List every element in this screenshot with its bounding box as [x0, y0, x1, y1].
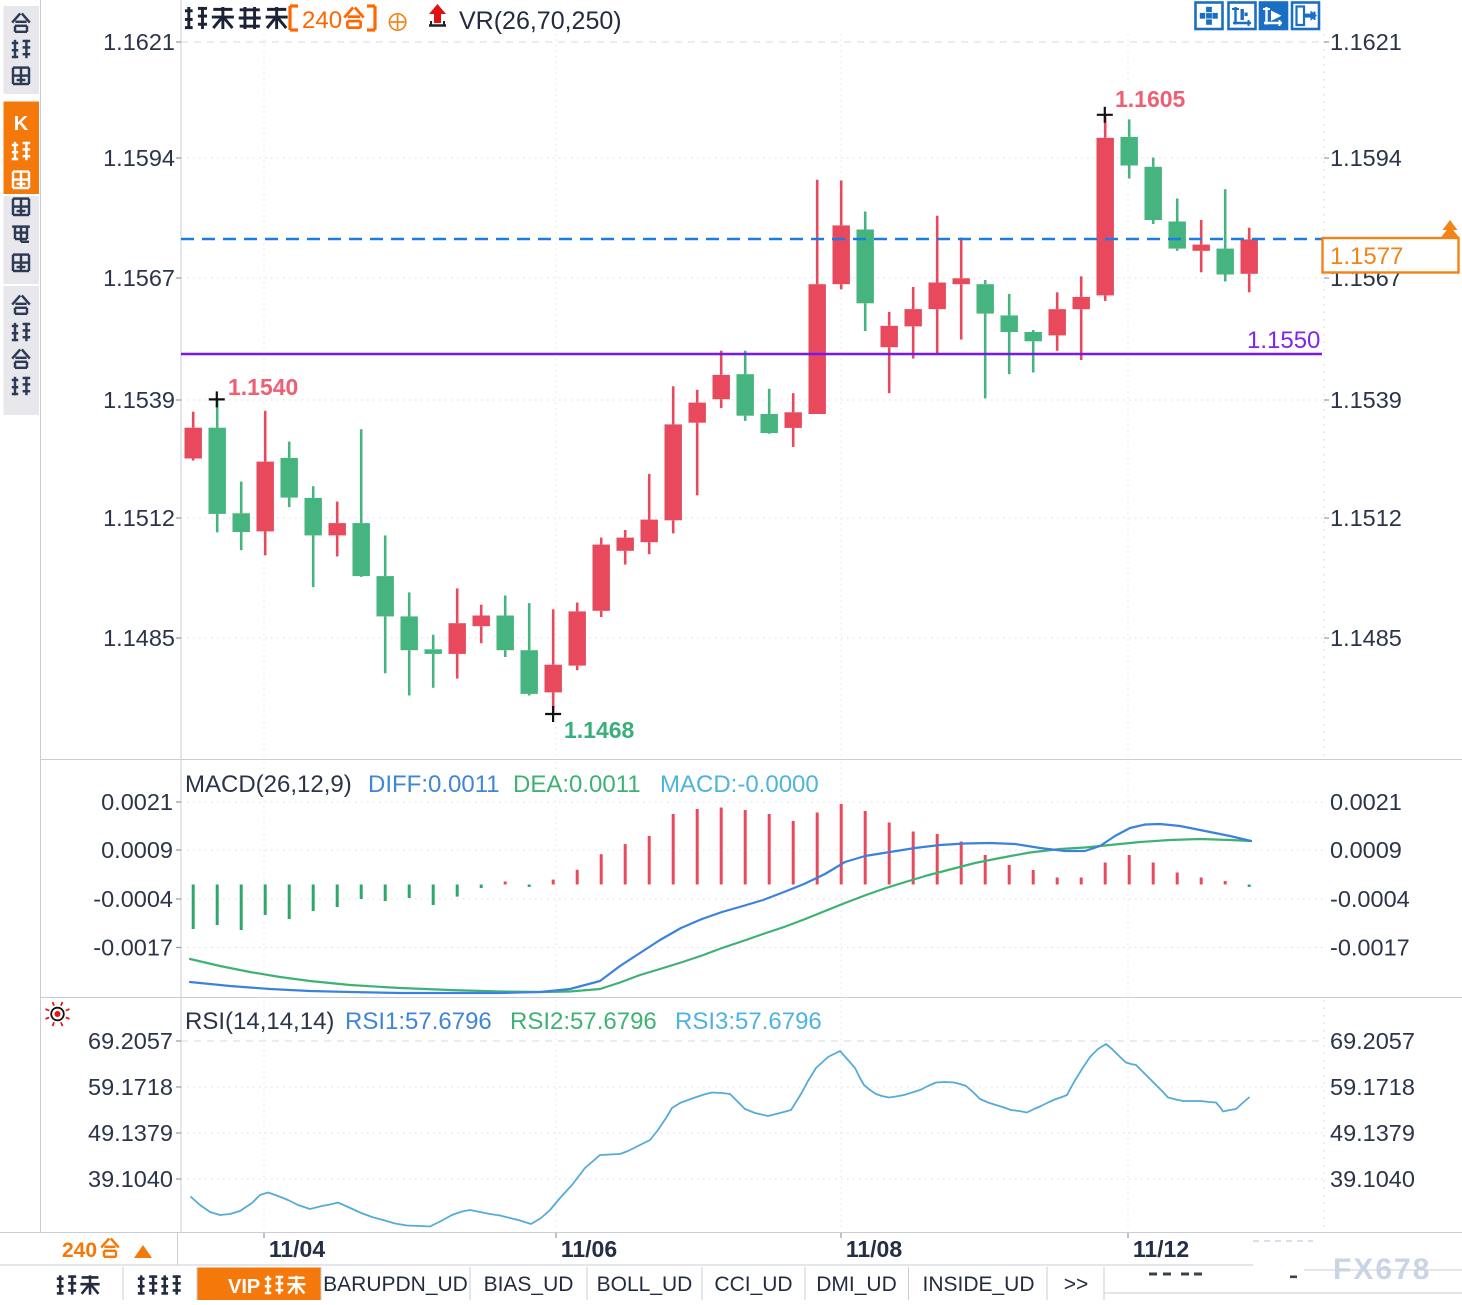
svg-text:>>: >>: [1064, 1273, 1089, 1296]
svg-text:1.1621: 1.1621: [1330, 29, 1402, 55]
svg-text:DMI_UD: DMI_UD: [816, 1273, 897, 1296]
svg-text:11/12: 11/12: [1133, 1236, 1189, 1262]
svg-text:-0.0004: -0.0004: [93, 886, 173, 912]
svg-text:39.1040: 39.1040: [88, 1166, 173, 1192]
svg-text:0.0021: 0.0021: [101, 789, 173, 815]
svg-text:39.1040: 39.1040: [1330, 1166, 1415, 1192]
svg-text:MACD(26,12,9): MACD(26,12,9): [185, 771, 352, 798]
svg-text:240: 240: [62, 1239, 97, 1262]
svg-text:RSI(14,14,14): RSI(14,14,14): [185, 1008, 334, 1035]
svg-text:1.1567: 1.1567: [103, 265, 175, 291]
svg-text:BIAS_UD: BIAS_UD: [484, 1273, 574, 1296]
svg-text:CCI_UD: CCI_UD: [714, 1273, 792, 1296]
svg-text:K: K: [14, 113, 29, 135]
svg-text:BOLL_UD: BOLL_UD: [597, 1273, 693, 1296]
svg-text:240: 240: [302, 7, 342, 34]
svg-text:1.1468: 1.1468: [564, 717, 635, 743]
svg-text:49.1379: 49.1379: [88, 1120, 173, 1146]
svg-text:RSI1:57.6796: RSI1:57.6796: [345, 1008, 492, 1035]
svg-text:1.1621: 1.1621: [103, 29, 175, 55]
svg-text:-0.0017: -0.0017: [1330, 935, 1410, 961]
svg-text:1.1577: 1.1577: [1330, 243, 1403, 270]
svg-text:-0.0017: -0.0017: [93, 935, 173, 961]
svg-text:1.1605: 1.1605: [1115, 86, 1186, 112]
svg-text:0.0009: 0.0009: [1330, 837, 1402, 863]
svg-text:1.1512: 1.1512: [103, 505, 175, 531]
svg-text:1.1594: 1.1594: [103, 145, 175, 171]
svg-text:49.1379: 49.1379: [1330, 1120, 1415, 1146]
svg-text:RSI2:57.6796: RSI2:57.6796: [510, 1008, 657, 1035]
svg-text:FX678: FX678: [1333, 1253, 1431, 1286]
svg-text:MACD:-0.0000: MACD:-0.0000: [660, 771, 819, 798]
svg-text:0.0021: 0.0021: [1330, 789, 1402, 815]
svg-text:1.1540: 1.1540: [228, 374, 298, 400]
svg-text:1.1594: 1.1594: [1330, 145, 1402, 171]
svg-text:1.1485: 1.1485: [1330, 625, 1402, 651]
svg-text:DIFF:0.0011: DIFF:0.0011: [368, 771, 500, 798]
svg-text:59.1718: 59.1718: [1330, 1074, 1415, 1100]
svg-text:-0.0004: -0.0004: [1330, 886, 1410, 912]
svg-text:1.1539: 1.1539: [1330, 387, 1402, 413]
svg-text:INSIDE_UD: INSIDE_UD: [922, 1273, 1034, 1296]
svg-text:0.0009: 0.0009: [101, 837, 173, 863]
svg-text:1.1485: 1.1485: [103, 625, 175, 651]
svg-text:11/08: 11/08: [846, 1236, 902, 1262]
svg-text:VR(26,70,250): VR(26,70,250): [459, 7, 622, 35]
svg-text:1.1512: 1.1512: [1330, 505, 1402, 531]
svg-text:RSI3:57.6796: RSI3:57.6796: [675, 1008, 822, 1035]
svg-text:BARUPDN_UD: BARUPDN_UD: [323, 1273, 468, 1296]
svg-text:1.1550: 1.1550: [1247, 327, 1320, 354]
svg-text:11/04: 11/04: [269, 1236, 325, 1262]
svg-text:11/06: 11/06: [561, 1236, 617, 1262]
svg-text:59.1718: 59.1718: [88, 1074, 173, 1100]
svg-text:69.2057: 69.2057: [1330, 1028, 1415, 1054]
svg-text:VIP: VIP: [228, 1276, 260, 1298]
svg-text:DEA:0.0011: DEA:0.0011: [513, 771, 641, 798]
svg-text:1.1539: 1.1539: [103, 387, 175, 413]
svg-text:69.2057: 69.2057: [88, 1028, 173, 1054]
